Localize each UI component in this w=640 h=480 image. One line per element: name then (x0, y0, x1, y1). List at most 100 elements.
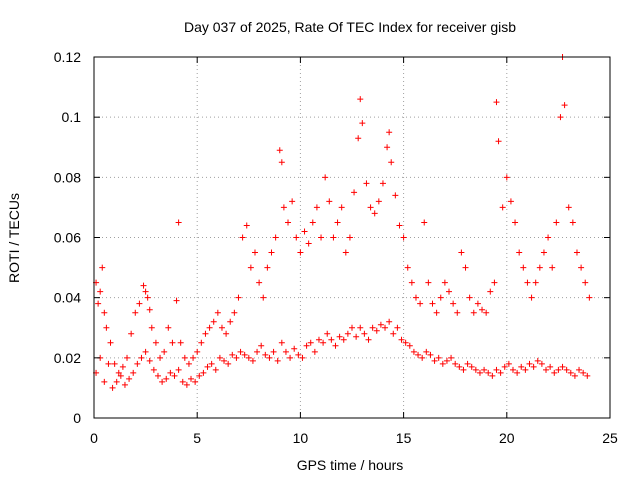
data-point (332, 342, 339, 349)
data-points (93, 54, 593, 391)
data-point (528, 294, 535, 301)
x-tick-label: 10 (293, 430, 309, 446)
data-point (456, 363, 463, 370)
data-point (567, 369, 574, 376)
data-point (336, 333, 343, 340)
data-point (495, 138, 502, 145)
data-point (167, 369, 174, 376)
data-point (377, 321, 384, 328)
data-point (243, 222, 250, 229)
data-point (443, 357, 450, 364)
data-point (157, 354, 164, 361)
data-point (272, 234, 279, 241)
data-point (584, 372, 591, 379)
data-point (140, 282, 147, 289)
data-point (522, 366, 529, 373)
data-point (192, 378, 199, 385)
data-point (516, 249, 523, 256)
data-point (188, 375, 195, 382)
data-point (229, 351, 236, 358)
data-point (524, 279, 531, 286)
data-point (138, 354, 145, 361)
data-point (361, 330, 368, 337)
data-point (505, 360, 512, 367)
data-point (324, 330, 331, 337)
data-point (559, 363, 566, 370)
y-tick-labels: 0 0.02 0.04 0.06 0.08 0.1 0.12 (54, 49, 81, 426)
data-point (501, 363, 508, 370)
data-point (396, 222, 403, 229)
data-point (173, 297, 180, 304)
data-point (101, 378, 108, 385)
data-point (177, 339, 184, 346)
data-point (309, 219, 316, 226)
data-point (384, 144, 391, 151)
x-tick-label: 15 (396, 430, 412, 446)
data-point (181, 354, 188, 361)
data-point (349, 324, 355, 331)
data-point (233, 354, 240, 361)
data-point (295, 351, 302, 358)
data-point (150, 366, 157, 373)
data-point (367, 204, 374, 211)
data-point (103, 324, 110, 331)
x-axis-label: GPS time / hours (297, 457, 404, 473)
data-point (278, 159, 285, 166)
y-tick-label: 0.02 (54, 350, 81, 366)
data-point (379, 180, 386, 187)
data-point (285, 219, 292, 226)
data-point (128, 330, 135, 337)
data-point (388, 159, 395, 166)
data-point (580, 369, 587, 376)
data-point (175, 219, 182, 226)
data-point (470, 309, 477, 316)
data-point (415, 351, 422, 358)
data-point (287, 354, 294, 361)
data-point (493, 366, 500, 373)
data-point (330, 234, 337, 241)
data-point (435, 354, 442, 361)
data-point (450, 300, 457, 307)
data-point (328, 336, 335, 343)
data-point (561, 102, 568, 109)
data-point (154, 372, 161, 379)
data-point (235, 294, 242, 301)
data-point (392, 192, 399, 199)
data-point (214, 309, 221, 316)
data-point (386, 318, 393, 325)
data-point (305, 240, 312, 247)
data-point (144, 294, 151, 301)
data-point (410, 348, 417, 355)
data-point (373, 327, 380, 334)
axis-ticks (93, 56, 611, 419)
data-point (551, 369, 558, 376)
data-point (268, 249, 275, 256)
data-point (357, 96, 364, 103)
data-point (115, 369, 122, 376)
data-point (483, 309, 490, 316)
data-point (487, 288, 494, 295)
data-point (264, 264, 271, 271)
data-point (371, 210, 378, 217)
data-point (99, 264, 106, 271)
data-point (251, 249, 258, 256)
data-point (126, 375, 133, 382)
data-point (460, 366, 467, 373)
data-point (375, 198, 382, 205)
data-point (276, 147, 283, 154)
data-point (412, 294, 419, 301)
data-point (582, 279, 589, 286)
data-point (402, 339, 409, 346)
x-tick-label: 5 (193, 430, 201, 446)
data-point (342, 249, 349, 256)
y-tick-label: 0.04 (54, 290, 81, 306)
data-point (148, 324, 155, 331)
data-point (231, 309, 238, 316)
data-point (454, 309, 461, 316)
data-point (171, 372, 178, 379)
data-point (497, 369, 504, 376)
data-point (481, 366, 488, 373)
data-point (227, 318, 234, 325)
data-point (326, 198, 333, 205)
